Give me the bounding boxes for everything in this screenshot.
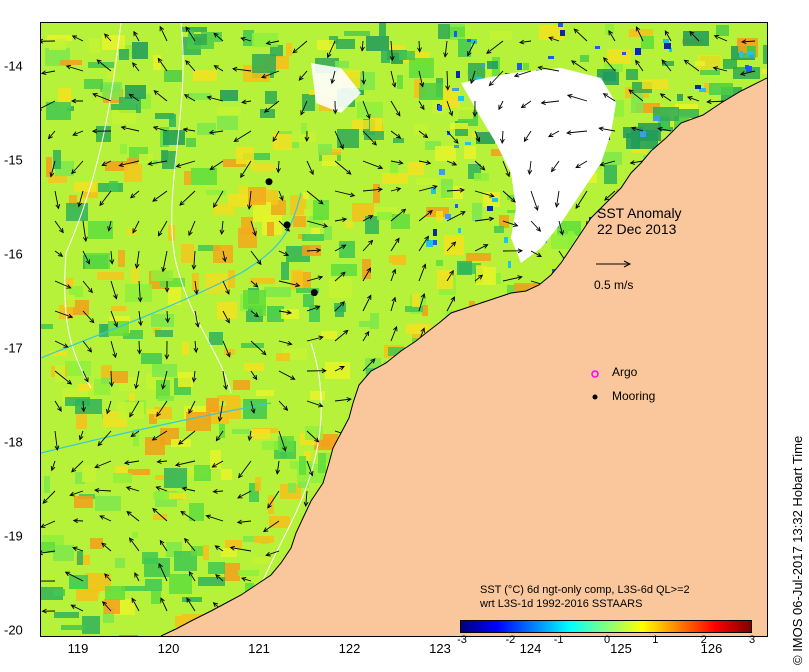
caption-line1: SST (°C) 6d ngt-only comp, L3S-6d QL>=2 (480, 584, 690, 596)
scale-arrow-head (623, 260, 632, 268)
colorbar (460, 620, 752, 633)
y-tick-label: -14 (4, 58, 23, 74)
sst-map-canvas (41, 23, 767, 636)
x-tick-label: 120 (157, 641, 180, 656)
colorbar-tick-label: -3 (457, 634, 467, 646)
colorbar-tick-label: 0 (603, 634, 611, 646)
colorbar-tick-label: 3 (748, 634, 756, 646)
x-tick-label: 125 (610, 641, 632, 656)
x-tick-label: 119 (67, 641, 89, 656)
argo-marker-icon (591, 370, 599, 378)
mooring-legend-label: Mooring (612, 389, 656, 403)
map-title: SST Anomaly 22 Dec 2013 (597, 205, 682, 237)
x-tick-label: 124 (519, 641, 542, 656)
current-scale-label: 0.5 m/s (594, 278, 634, 292)
mooring-point (310, 289, 318, 297)
colorbar-tick-label: -1 (553, 634, 564, 646)
mooring-marker-icon (592, 394, 598, 400)
y-tick-label: -15 (4, 152, 23, 168)
x-tick-label: 122 (338, 641, 361, 656)
x-tick-label: 126 (700, 641, 723, 656)
coastline (160, 77, 767, 636)
sst-map (40, 22, 768, 637)
x-tick-label: 123 (429, 641, 451, 656)
mooring-point (283, 221, 291, 229)
y-tick-label: -19 (4, 528, 23, 544)
x-tick-label: 121 (248, 641, 270, 656)
cloud-gap (461, 68, 616, 263)
map-title-line2: 22 Dec 2013 (597, 221, 677, 237)
caption-line2: wrt L3S-1d 1992-2016 SSTAARS (480, 598, 643, 610)
map-title-line1: SST Anomaly (597, 205, 682, 221)
argo-legend-label: Argo (612, 365, 638, 379)
y-tick-label: -16 (4, 246, 23, 262)
cloud-gap-small (311, 63, 361, 113)
mooring-point (265, 178, 273, 186)
y-tick-label: -20 (4, 622, 23, 638)
colorbar-tick-label: 2 (700, 634, 707, 646)
y-tick-label: -17 (4, 340, 23, 356)
colorbar-tick-label: 1 (652, 634, 659, 646)
colorbar-tick-label: -2 (505, 634, 516, 646)
y-tick-label: -18 (4, 434, 23, 450)
credit-text: © IMOS 06-Jul-2017 13:32 Hobart Time (790, 435, 805, 665)
